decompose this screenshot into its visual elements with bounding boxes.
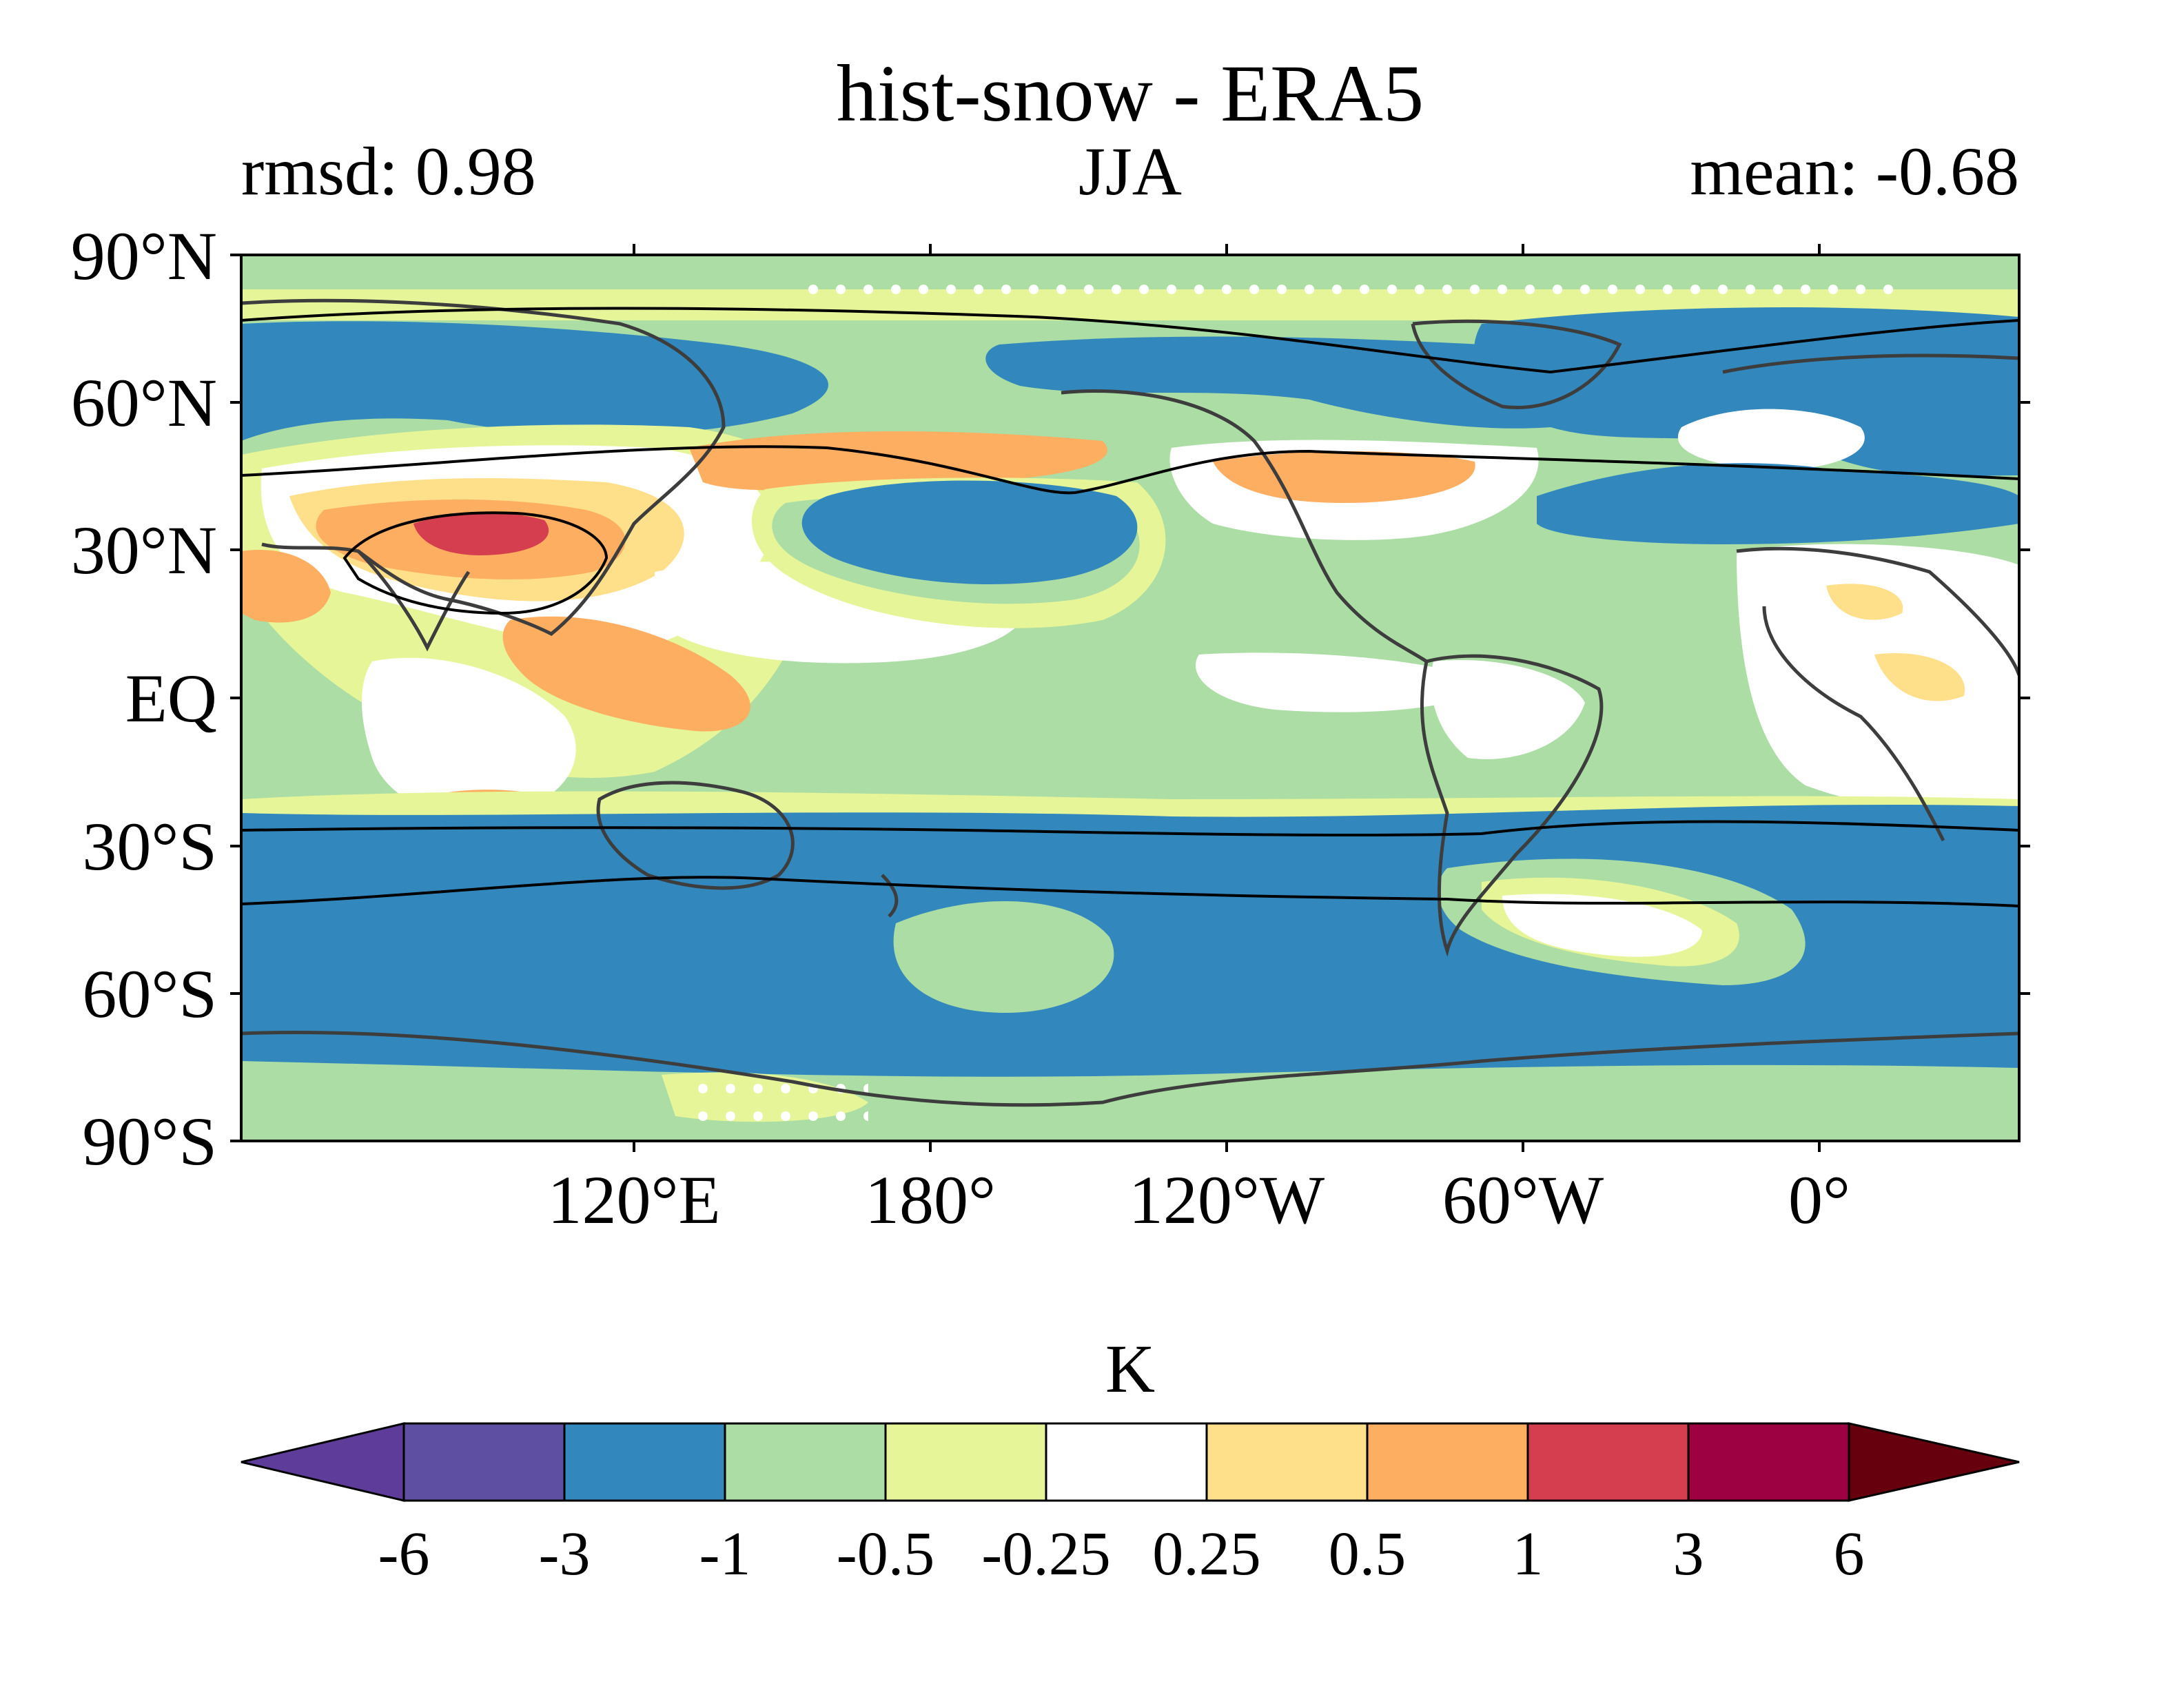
region-warm-north-america [1213, 451, 1475, 503]
coastline-asia [241, 298, 726, 636]
colorbar-under-arrow [241, 1422, 405, 1502]
region-white-south-atlantic [1502, 894, 1702, 957]
x-label-120w: 120°W [1129, 1162, 1325, 1238]
y-label-90n: 90°N [71, 218, 217, 294]
region-white-indian-ocean [362, 657, 576, 817]
cb-label-0-25: 0.25 [1152, 1520, 1261, 1588]
colorbar-unit-label: K [1105, 1330, 1155, 1407]
x-tick-labels: 120°E 180° 120°W 60°W 0° [547, 1162, 1850, 1238]
colorbar-bin-2 [724, 1422, 887, 1502]
arctic-stipple [792, 276, 1895, 303]
contour-arctic [241, 307, 2019, 374]
region-white-south-america [1431, 660, 1585, 759]
region-warm-europe-white [1677, 409, 1865, 470]
coastline-new-zealand [881, 874, 899, 918]
cb-label-neg0-25: -0.25 [981, 1520, 1110, 1588]
y-label-60s: 60°S [82, 956, 217, 1032]
colorbar-tick-labels: -6 -3 -1 -0.5 -0.25 0.25 0.5 1 3 6 [378, 1520, 1865, 1588]
coastline-south-america [1420, 654, 1604, 957]
region-cold-arctic-canada [985, 336, 1633, 429]
coastline-antarctica [241, 1030, 2019, 1107]
mean-label: mean: -0.68 [1690, 133, 2019, 209]
x-label-0: 0° [1788, 1162, 1850, 1238]
region-hot-tibet [413, 513, 549, 555]
map-field [241, 255, 2019, 1141]
figure-title: hist-snow - ERA5 [837, 48, 1424, 138]
contour-tibet [342, 511, 609, 615]
cb-label-neg6: -6 [378, 1520, 430, 1588]
contour-lines [241, 307, 2019, 907]
coastline-australia [596, 781, 795, 890]
coastline-europe [1722, 353, 2019, 374]
region-warm-india [241, 550, 331, 623]
contour-subtropical-south [241, 820, 2019, 837]
region-white-east-pacific [1195, 652, 1482, 712]
colorbar-bin-7 [1526, 1422, 1690, 1502]
rmsd-label: rmsd: 0.98 [241, 133, 536, 209]
coastline-greenland [1411, 319, 1622, 409]
colorbar-bin-0 [402, 1422, 566, 1502]
cb-label-neg3: -3 [539, 1520, 591, 1588]
cb-label-6: 6 [1834, 1520, 1865, 1588]
region-cold-mediterranean [1537, 463, 2019, 544]
region-green-south-pacific [893, 901, 1114, 1013]
region-cold-north-pacific [801, 480, 1138, 585]
coastlines [241, 298, 2019, 1107]
cb-label-1: 1 [1513, 1520, 1544, 1588]
y-tick-labels: 90°N 60°N 30°N EQ 30°S 60°S 90°S [71, 218, 217, 1180]
y-label-30s: 30°S [82, 808, 217, 885]
antarctic-stipple [689, 1075, 868, 1123]
y-label-30n: 30°N [71, 512, 217, 588]
colorbar-over-arrow [1848, 1422, 2020, 1502]
cb-label-0-5: 0.5 [1329, 1520, 1407, 1588]
region-cold-north-atlantic [1473, 307, 2019, 477]
axis-ticks [230, 244, 2030, 1152]
colorbar-bin-1 [563, 1422, 726, 1502]
colorbar-bin-8 [1687, 1422, 1850, 1502]
x-label-180: 180° [865, 1162, 996, 1238]
season-label: JJA [1078, 133, 1182, 209]
region-white-africa [1737, 544, 2019, 812]
region-warm-africa [1826, 584, 1903, 620]
region-warm-africa-2 [1874, 653, 1965, 701]
colorbar-bin-3 [884, 1422, 1047, 1502]
cb-label-neg1: -1 [699, 1520, 751, 1588]
y-label-eq: EQ [125, 660, 217, 737]
x-label-120e: 120°E [547, 1162, 720, 1238]
coastline-india [357, 550, 471, 652]
colorbar-bin-5 [1205, 1422, 1369, 1502]
contour-mid-latitude-north [241, 445, 2019, 495]
colorbar-bin-4 [1045, 1422, 1208, 1502]
colorbar [241, 1422, 2020, 1502]
coastline-north-america [1061, 389, 1428, 663]
coastline-africa [1736, 546, 2019, 842]
y-label-90s: 90°S [82, 1103, 217, 1180]
cb-label-neg0-5: -0.5 [837, 1520, 934, 1588]
cb-label-3: 3 [1673, 1520, 1704, 1588]
y-label-60n: 60°N [71, 364, 217, 441]
colorbar-bin-6 [1366, 1422, 1529, 1502]
contour-southern-ocean [241, 876, 2019, 907]
x-label-60w: 60°W [1442, 1162, 1604, 1238]
region-cold-siberia [241, 321, 829, 441]
region-warm-maritime [502, 616, 750, 732]
